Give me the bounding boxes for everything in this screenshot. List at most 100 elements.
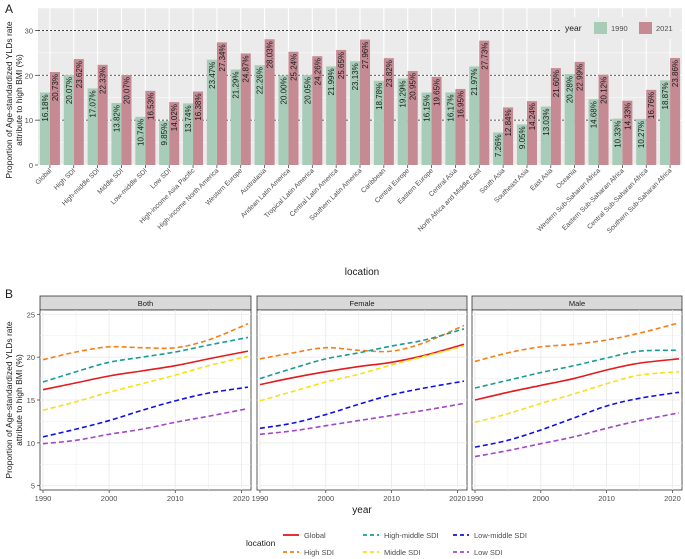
facet-xtick-label: 2020: [233, 494, 250, 503]
panel-b-ylabel-line1: Proportion of Age-standardized YLDs rate: [4, 321, 14, 478]
panel-b-xlabel: year: [352, 505, 372, 516]
bar-2021-middle-sdi: [121, 74, 132, 165]
panel-a-label: A: [5, 2, 13, 16]
bar-label-1990-eastern-sub-saharan-africa: 10.33%: [613, 121, 622, 148]
bar-1990-eastern-sub-saharan-africa: [612, 118, 623, 165]
bar-label-1990-high-middle-sdi: 17.07%: [89, 90, 98, 117]
facet-xtick-label: 2010: [598, 494, 615, 503]
line-female-high-middle-sdi: [259, 328, 465, 380]
panel-a-ytick-label: 0: [29, 161, 33, 170]
bar-2021-eastern-europe: [431, 76, 442, 165]
bar-label-2021-central-asia: 16.95%: [456, 91, 465, 118]
bar-2021-western-europe: [240, 53, 251, 165]
facet-title-both: Both: [138, 299, 153, 308]
bar-label-1990-east-asia: 13.03%: [542, 109, 551, 136]
bar-label-2021-central-europe: 20.95%: [409, 73, 418, 100]
bar-label-2021-andean-latin-america: 25.24%: [289, 54, 298, 81]
bar-2021-southern-latin-america: [360, 39, 371, 165]
bar-1990-high-income-asia-pacific: [183, 103, 194, 165]
bar-label-1990-central-sub-saharan-africa: 10.27%: [637, 121, 646, 148]
bar-1990-east-asia: [540, 106, 551, 165]
bar-2021-central-sub-saharan-africa: [646, 89, 657, 165]
facet-both: Both 1990 2000 2010 2020 5 10 15 20 25: [27, 295, 252, 503]
panel-a-legend: year 1990 2021: [560, 17, 680, 39]
legend-b-title: location: [246, 538, 276, 548]
bar-1990-southern-sub-saharan-africa: [660, 80, 671, 165]
line-male-middle-sdi: [474, 370, 680, 424]
bar-2021-south-asia: [503, 107, 514, 165]
facet-xtick-label: 2010: [383, 494, 400, 503]
bar-2021-caribbean: [383, 58, 394, 165]
bar-2021-high-income-north-america: [216, 42, 227, 165]
panel-a-xtick-label-high-sdi: High SDI: [53, 167, 77, 191]
bar-label-2021-north-africa-and-middle-east: 27.73%: [480, 43, 489, 70]
legend-a-swatch-2021: [639, 22, 652, 34]
bar-1990-high-middle-sdi: [87, 88, 98, 165]
bar-2021-east-asia: [550, 68, 561, 165]
line-female-global: [259, 343, 465, 386]
bar-label-2021-australasia: 28.03%: [266, 41, 275, 68]
bar-label-1990-tropical-latin-america: 20.05%: [303, 77, 312, 104]
bar-1990-oceania: [564, 74, 575, 165]
bar-label-2021-low-sdi: 14.02%: [170, 104, 179, 131]
legend-b-label-middle-sdi: Middle SDI: [384, 548, 421, 557]
bar-1990-low-middle-sdi: [135, 116, 146, 165]
line-male-low-sdi: [474, 412, 680, 458]
bar-2021-low-sdi: [169, 102, 180, 165]
bar-1990-middle-sdi: [111, 103, 122, 165]
line-both-middle-sdi: [42, 355, 249, 412]
bar-label-1990-middle-sdi: 13.82%: [112, 105, 121, 132]
facet-xtick-label: 2020: [664, 494, 681, 503]
panel-b-legend: Global High SDI High-middle SDI Middle SDI L…: [283, 531, 527, 557]
bar-2021-central-asia: [455, 88, 466, 165]
panel-a-ytick-label: 30: [25, 26, 33, 35]
bar-2021-north-africa-and-middle-east: [479, 40, 490, 165]
bar-label-2021-south-asia: 12.84%: [504, 109, 513, 136]
bar-1990-north-africa-and-middle-east: [469, 66, 480, 165]
legend-b-label-low-middle-sdi: Low-middle SDI: [474, 531, 527, 540]
line-both-low-sdi: [42, 407, 249, 445]
legend-a-label-2021: 2021: [656, 24, 673, 33]
bar-label-2021-eastern-sub-saharan-africa: 14.33%: [623, 103, 632, 130]
bar-label-2021-high-income-north-america: 27.34%: [218, 44, 227, 71]
bar-2021-low-middle-sdi: [145, 90, 156, 165]
line-female-high-sdi: [259, 324, 465, 360]
facet-xtick-label: 2000: [317, 494, 334, 503]
legend-b-label-high-sdi: High SDI: [304, 548, 334, 557]
bar-label-1990-south-asia: 7.26%: [494, 134, 503, 157]
bar-label-2021-middle-sdi: 20.07%: [122, 77, 131, 104]
bar-label-2021-high-income-asia-pacific: 16.38%: [194, 94, 203, 121]
panel-a-xtick-label-global: Global: [34, 167, 53, 186]
line-both-low-middle-sdi: [42, 386, 249, 438]
bar-1990-western-europe: [230, 69, 241, 165]
bar-label-2021-western-europe: 24.87%: [242, 55, 251, 82]
legend-a-title: year: [565, 23, 582, 33]
panel-a-ytick-label: 10: [25, 116, 33, 125]
panel-a-xtick-label-low-sdi: Low SDI: [149, 167, 172, 190]
bar-2021-southeast-asia: [526, 101, 537, 165]
bar-2021-central-europe: [407, 71, 418, 165]
facet-male: Male 1990 2000 2010 2020: [467, 295, 683, 503]
facet-xtick-label: 1990: [35, 494, 52, 503]
bar-2021-eastern-sub-saharan-africa: [622, 100, 633, 165]
facet-xtick-label: 2020: [449, 494, 466, 503]
bar-label-2021-western-sub-saharan-africa: 20.12%: [600, 77, 609, 104]
legend-a-label-1990: 1990: [611, 24, 628, 33]
bar-2021-high-income-asia-pacific: [193, 91, 204, 165]
bar-label-1990-southern-latin-america: 23.13%: [351, 63, 360, 90]
bar-label-1990-central-asia: 16.17%: [446, 94, 455, 121]
bar-label-1990-high-sdi: 20.07%: [65, 77, 74, 104]
facet-xtick-label: 2000: [532, 494, 549, 503]
bar-label-2021-southern-sub-saharan-africa: 23.86%: [671, 60, 680, 87]
line-male-high-sdi: [474, 322, 680, 363]
bar-label-2021-low-middle-sdi: 16.53%: [146, 93, 155, 120]
panel-a-xlabel: location: [345, 267, 379, 278]
line-both-high-middle-sdi: [42, 336, 249, 383]
line-both-global: [42, 350, 249, 391]
line-female-middle-sdi: [259, 345, 465, 402]
facet-ytick-label: 25: [27, 310, 35, 319]
bar-label-1990-australasia: 22.26%: [256, 67, 265, 94]
line-female-low-sdi: [259, 402, 465, 436]
bar-label-1990-eastern-europe: 16.15%: [423, 95, 432, 122]
line-female-low-middle-sdi: [259, 380, 465, 430]
